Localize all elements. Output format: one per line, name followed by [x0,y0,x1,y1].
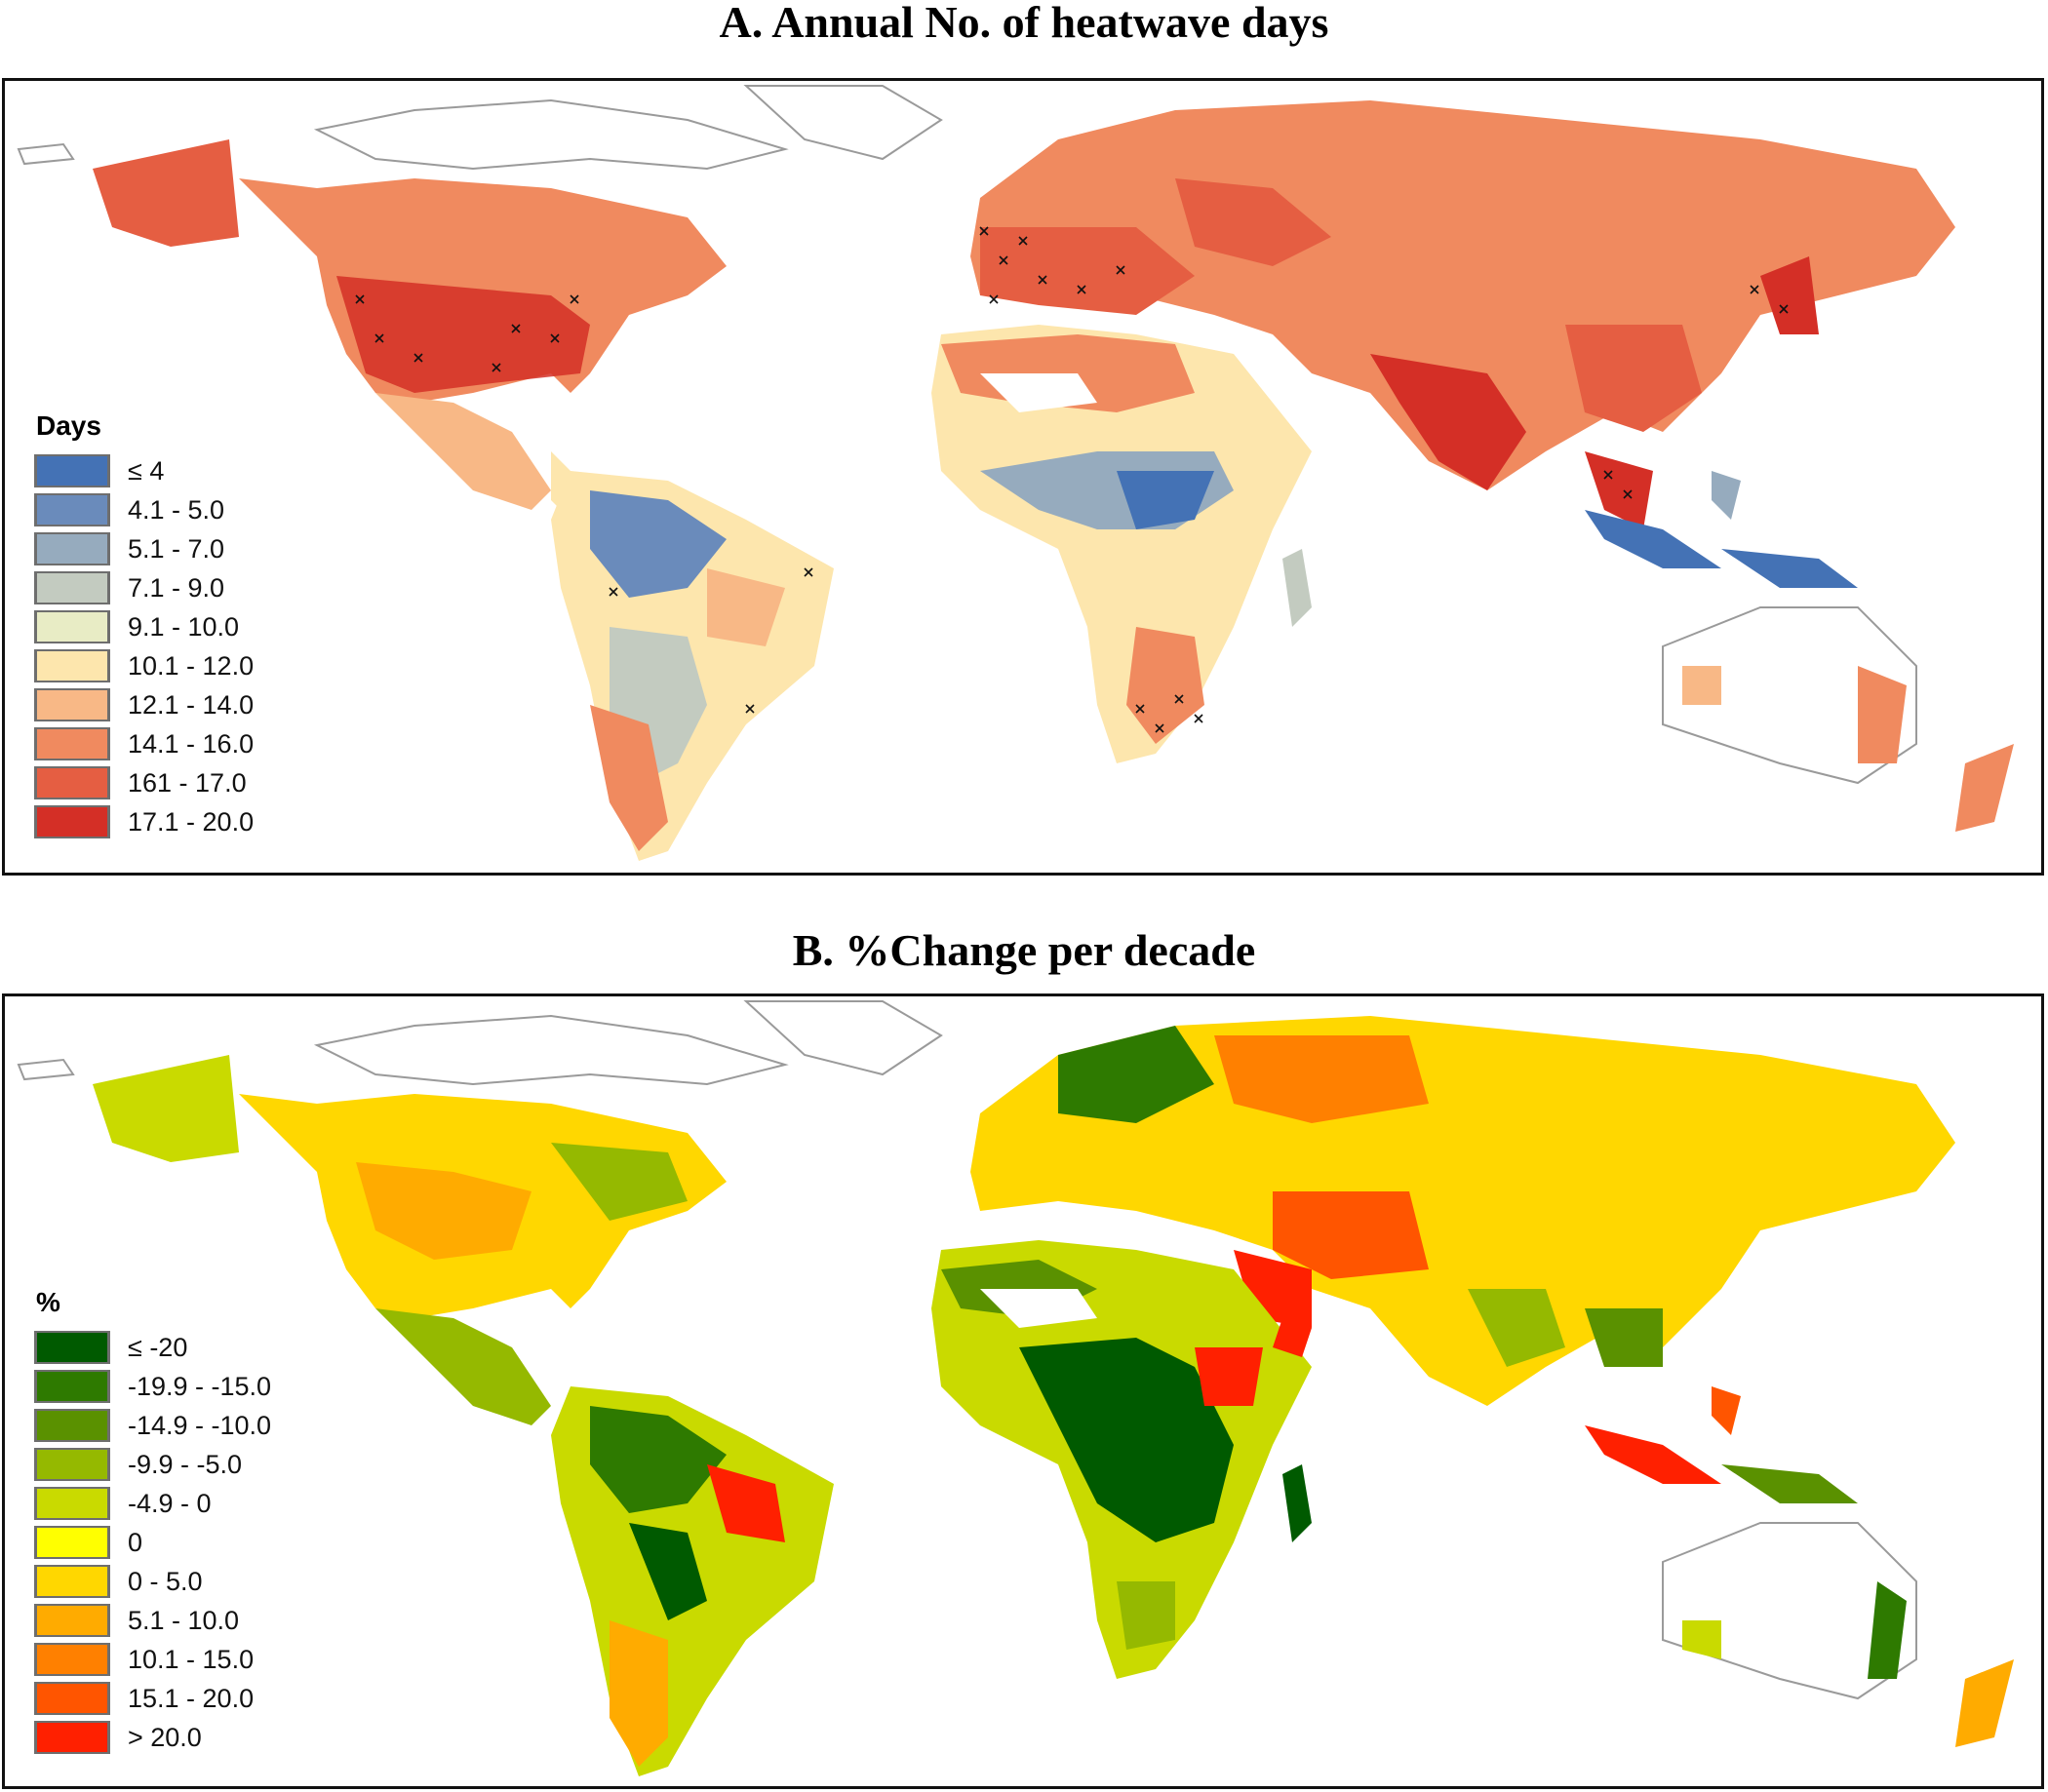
legend-title: Days [36,410,101,441]
world-map-percent-change [17,1000,2014,1776]
south-america [551,471,834,861]
legend-item: 10.1 - 12.0 [34,646,254,685]
legend-swatch [34,766,110,799]
legend-swatch [34,571,110,604]
legend-swatch [34,1565,110,1598]
legend-title: % [36,1287,60,1317]
legend-swatch [34,1331,110,1364]
panel-b-map: % ≤ -20 -19.9 - -15.0 -14.9 - -10.0 -9.9… [2,993,2044,1789]
legend-item: 4.1 - 5.0 [34,490,254,529]
legend-label: -14.9 - -10.0 [128,1410,272,1440]
legend-item: -14.9 - -10.0 [34,1406,271,1445]
legend-item: 161 - 17.0 [34,763,254,802]
australia [1662,1522,2014,1747]
legend-item: 5.1 - 7.0 [34,529,254,568]
legend-item: -9.9 - -5.0 [34,1445,271,1484]
legend-swatch [34,727,110,760]
legend-label: 12.1 - 14.0 [128,689,255,720]
australia [1662,606,2014,832]
legend-swatch [34,1643,110,1676]
legend-swatch [34,454,110,487]
legend-swatch [34,649,110,682]
legend-label: ≤ -20 [128,1332,188,1362]
africa [931,1240,1312,1679]
legend-label: 0 [128,1527,143,1557]
legend-label: 7.1 - 9.0 [128,572,225,603]
panel-a-title: A. Annual No. of heatwave days [719,0,1329,47]
legend-item: 14.1 - 16.0 [34,724,254,763]
legend-label: 17.1 - 20.0 [128,806,255,837]
legend-swatch [34,1721,110,1754]
north-america [93,139,727,520]
legend-label: -19.9 - -15.0 [128,1371,272,1401]
legend-label: 0 - 5.0 [128,1566,203,1596]
legend-label: -9.9 - -5.0 [128,1449,243,1479]
legend-swatch [34,493,110,526]
legend-label: 161 - 17.0 [128,767,247,798]
percent-legend: % ≤ -20 -19.9 - -15.0 -14.9 - -10.0 -9.9… [34,1287,271,1757]
panel-b-title: B. %Change per decade [792,925,1256,975]
africa [931,325,1312,763]
legend-swatch [34,1526,110,1559]
legend-item: 5.1 - 10.0 [34,1601,271,1640]
legend-item: 10.1 - 15.0 [34,1640,271,1679]
legend-item: 0 - 5.0 [34,1562,271,1601]
legend-swatch [34,1487,110,1520]
legend-label: -4.9 - 0 [128,1488,212,1518]
legend-item: > 20.0 [34,1718,271,1757]
legend-swatch [34,532,110,565]
days-legend: Days ≤ 4 4.1 - 5.0 5.1 - 7.0 7.1 - 9.0 9… [34,410,254,841]
southeast-asia-islands [1585,1386,1858,1503]
world-map-heatwave-days [17,85,2014,861]
legend-swatch [34,1370,110,1403]
legend-label: 5.1 - 10.0 [128,1605,240,1635]
south-america [551,1386,834,1776]
legend-item: -4.9 - 0 [34,1484,271,1523]
legend-item: 12.1 - 14.0 [34,685,254,724]
station-markers [355,226,1789,733]
legend-label: 4.1 - 5.0 [128,494,225,525]
legend-item: 17.1 - 20.0 [34,802,254,841]
southeast-asia-islands [1585,471,1858,588]
legend-item: 15.1 - 20.0 [34,1679,271,1718]
legend-swatch [34,688,110,721]
legend-label: 10.1 - 15.0 [128,1644,255,1674]
legend-label: 9.1 - 10.0 [128,611,240,642]
legend-swatch [34,610,110,643]
eurasia [970,100,1955,529]
eurasia [970,1016,1955,1406]
panel-a-map: Days ≤ 4 4.1 - 5.0 5.1 - 7.0 7.1 - 9.0 9… [2,78,2044,876]
legend-item: ≤ -20 [34,1328,271,1367]
legend-label: 14.1 - 16.0 [128,728,255,759]
legend-swatch [34,1604,110,1637]
north-america [93,1055,727,1425]
legend-item: 0 [34,1523,271,1562]
legend-item: -19.9 - -15.0 [34,1367,271,1406]
legend-swatch [34,1448,110,1481]
legend-label: 10.1 - 12.0 [128,650,255,681]
legend-swatch [34,1409,110,1442]
legend-item: 7.1 - 9.0 [34,568,254,607]
legend-label: 15.1 - 20.0 [128,1683,255,1713]
legend-item: 9.1 - 10.0 [34,607,254,646]
legend-label: ≤ 4 [128,455,165,486]
legend-label: 5.1 - 7.0 [128,533,225,564]
legend-label: > 20.0 [128,1722,202,1752]
legend-item: ≤ 4 [34,451,254,490]
legend-swatch [34,805,110,838]
legend-swatch [34,1682,110,1715]
